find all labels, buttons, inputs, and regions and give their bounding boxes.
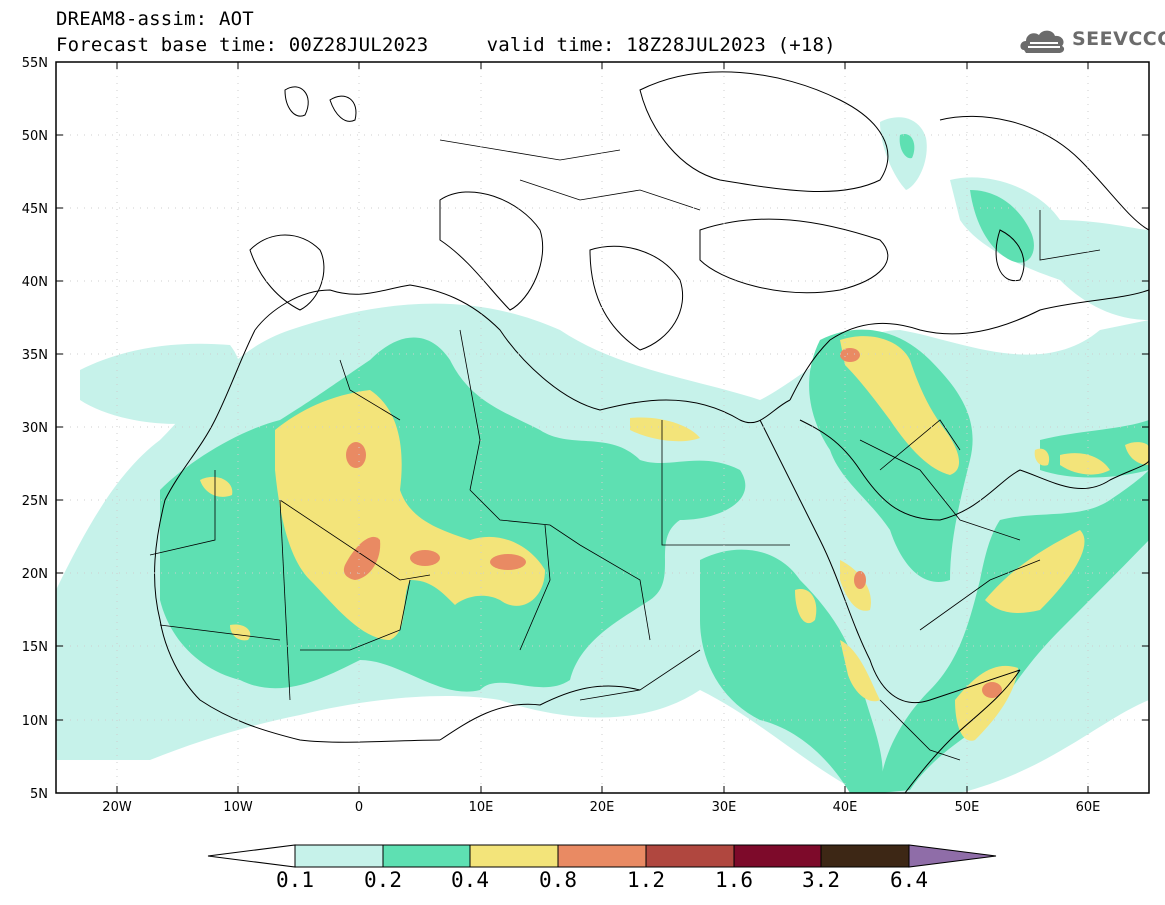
lat-tick-label: 35N <box>22 348 48 363</box>
colorbar-label: 6.4 <box>890 868 928 892</box>
lat-axis: 55N 50N 45N 40N 35N 30N 25N 20N 15N 10N … <box>22 56 1149 802</box>
colorbar-segment <box>557 844 647 868</box>
colorbar-label: 1.2 <box>627 868 665 892</box>
lon-tick-label: 20W <box>102 800 132 815</box>
graticule <box>56 62 1149 793</box>
colorbar-label: 3.2 <box>802 868 840 892</box>
cloud-icon <box>1020 30 1065 53</box>
lat-tick-label: 5N <box>30 787 48 802</box>
lon-axis: 20W 10W 0 10E 20E 30E 40E 50E 60E <box>102 62 1100 815</box>
colorbar-label: 1.6 <box>715 868 753 892</box>
colorbar-segment <box>294 844 384 868</box>
colorbar-label: 0.2 <box>364 868 402 892</box>
aot-contours <box>56 117 1149 793</box>
logo-text: SEEVCCC <box>1072 28 1165 50</box>
lat-tick-label: 20N <box>22 567 48 582</box>
lat-tick-label: 10N <box>22 714 48 729</box>
aot-band-0.8 <box>343 348 1002 698</box>
lon-tick-label: 10W <box>223 800 253 815</box>
colorbar-label: 0.1 <box>276 868 314 892</box>
lon-tick-label: 60E <box>1076 800 1101 815</box>
lat-tick-label: 25N <box>22 494 48 509</box>
lat-tick-label: 15N <box>22 640 48 655</box>
map-title: DREAM8-assim: AOT <box>56 8 254 30</box>
lon-tick-label: 20E <box>590 800 615 815</box>
coastlines <box>154 71 1149 793</box>
colorbar-segment <box>733 844 822 868</box>
lon-tick-label: 30E <box>712 800 737 815</box>
forecast-time-info: Forecast base time: 00Z28JUL2023 valid t… <box>56 34 836 56</box>
lat-tick-label: 30N <box>22 421 48 436</box>
lat-tick-label: 50N <box>22 129 48 144</box>
colorbar-segment <box>469 844 559 868</box>
lat-tick-label: 40N <box>22 275 48 290</box>
colorbar-segment <box>382 844 471 868</box>
lon-tick-label: 50E <box>955 800 980 815</box>
colorbar-label: 0.4 <box>451 868 489 892</box>
seevccc-logo: SEEVCCC <box>1018 24 1165 58</box>
country-borders <box>149 139 1101 761</box>
lon-tick-label: 0 <box>355 800 363 815</box>
colorbar-segment <box>645 844 735 868</box>
colorbar <box>207 844 997 868</box>
colorbar-label: 0.8 <box>539 868 577 892</box>
lat-tick-label: 45N <box>22 202 48 217</box>
lon-tick-label: 40E <box>833 800 858 815</box>
lat-tick-label: 55N <box>22 56 48 71</box>
lon-tick-label: 10E <box>469 800 494 815</box>
colorbar-under-triangle <box>207 844 296 868</box>
colorbar-segment <box>820 844 910 868</box>
colorbar-over-triangle <box>908 844 997 868</box>
